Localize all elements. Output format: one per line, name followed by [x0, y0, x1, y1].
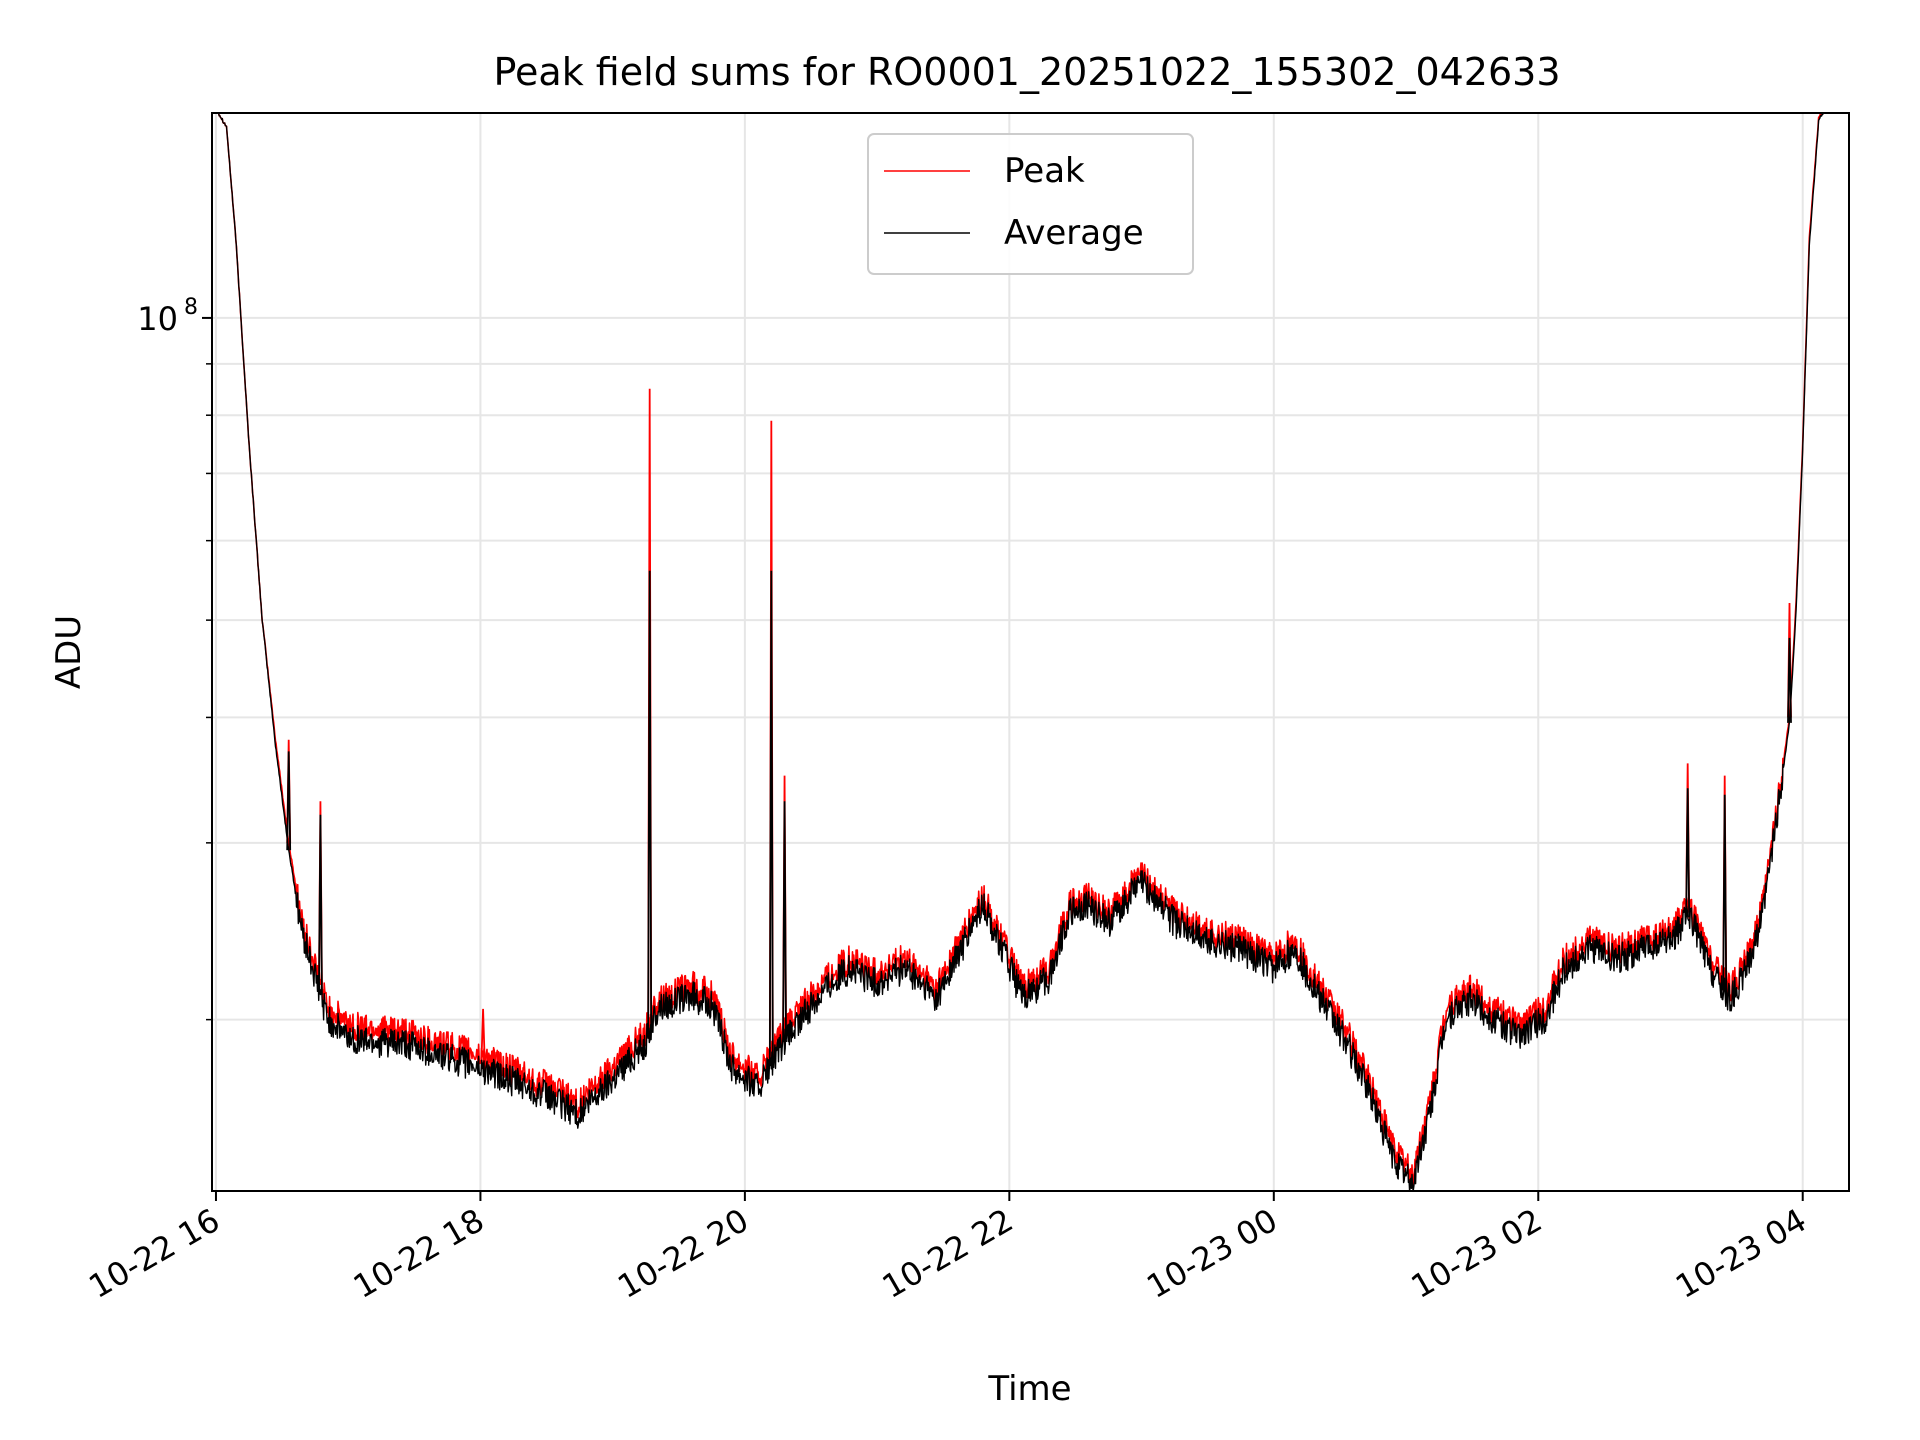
legend-box: [867, 133, 1194, 275]
series-layer: [217, 112, 1830, 1192]
legend-label-peak: Peak: [1004, 151, 1085, 191]
series-spike-peak: [480, 1008, 486, 1058]
series-line-average: [217, 112, 1830, 1192]
series-spike-average: [1685, 788, 1691, 918]
series-spike-average: [782, 801, 787, 1043]
series-spike-average: [1722, 794, 1728, 991]
legend-label-average: Average: [1004, 213, 1144, 253]
series-spike-average: [318, 814, 323, 995]
y-axis-label: ADU: [49, 615, 89, 689]
plot-frame: [211, 112, 1850, 1192]
series-line-peak: [217, 112, 1830, 1188]
series-spike-average: [286, 751, 292, 851]
x-axis-label: Time: [987, 1369, 1071, 1409]
grid: [212, 113, 1849, 1191]
legend: Peak Average: [867, 133, 1194, 275]
chart-title: Peak field sums for RO0001_20251022_1553…: [493, 50, 1560, 94]
y-tick-label-exponent: 8: [184, 295, 198, 320]
y-tick-label-base: 10: [137, 300, 178, 338]
series-spike-average: [1787, 637, 1792, 723]
series-spike-average: [768, 570, 774, 1065]
series-spike-average: [647, 570, 653, 1032]
